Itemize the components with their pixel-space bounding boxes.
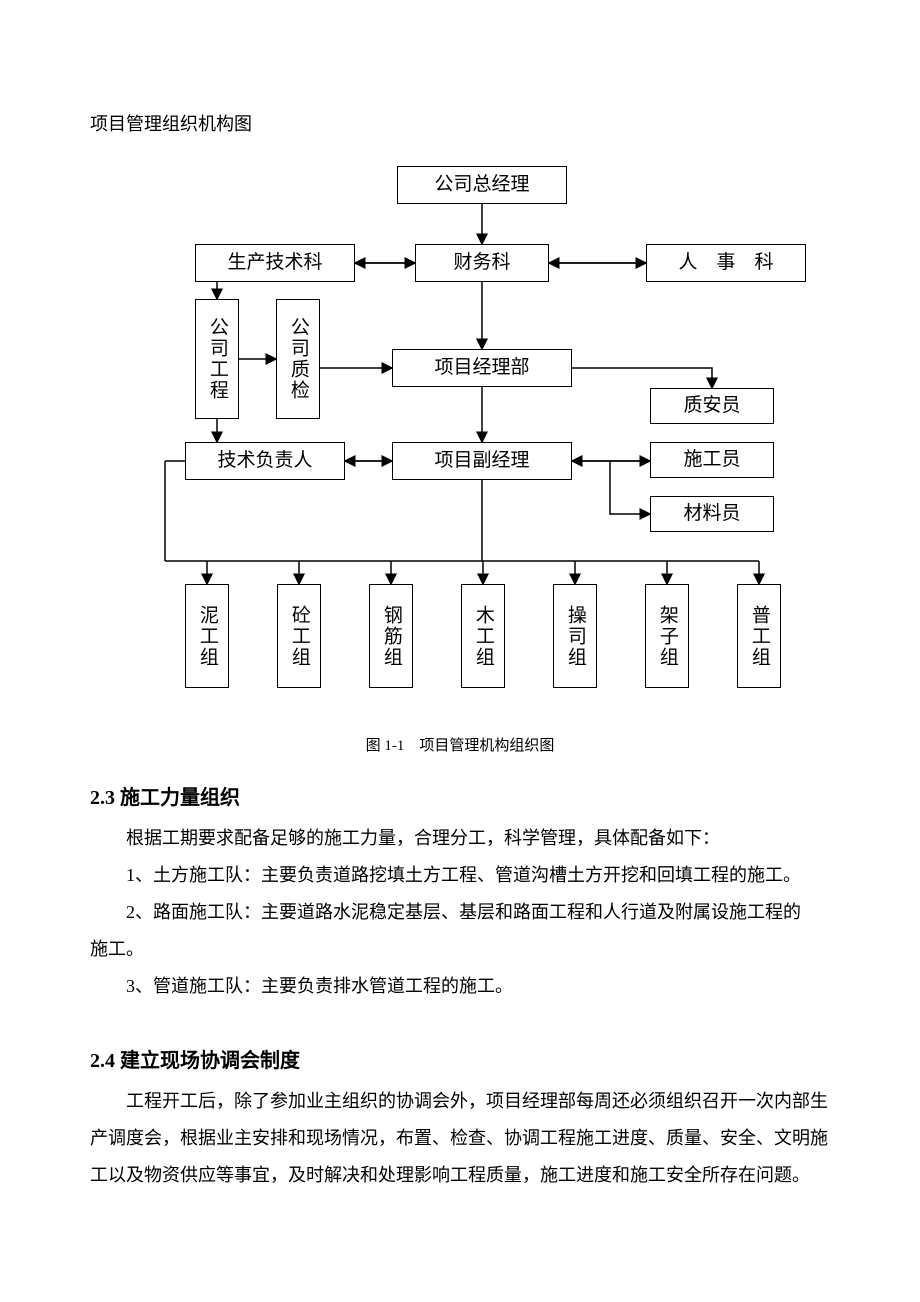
node-qc: 公司质检: [276, 299, 320, 419]
node-builder: 施工员: [650, 442, 774, 478]
node-hr: 人 事 科: [646, 244, 806, 282]
org-chart: 公司总经理 生产技术科 财务科 人 事 科 公司工程 公司质检 项目经理部 质安…: [110, 166, 830, 726]
heading-2-4: 2.4 建立现场协调会制度: [90, 1044, 830, 1073]
node-finance: 财务科: [415, 244, 549, 282]
s23-p1: 根据工期要求配备足够的施工力量，合理分工，科学管理，具体配备如下：: [90, 820, 830, 857]
node-tech-dept: 生产技术科: [195, 244, 355, 282]
node-tech-lead: 技术负责人: [185, 442, 345, 480]
node-g5: 操司组: [553, 584, 597, 688]
s23-p3: 2、路面施工队：主要道路水泥稳定基层、基层和路面工程和人行道及附属设施工程的: [90, 894, 830, 931]
s23-p2: 1、土方施工队：主要负责道路挖填土方工程、管道沟槽土方开挖和回填工程的施工。: [90, 857, 830, 894]
node-g3: 钢筋组: [369, 584, 413, 688]
node-pm-dept: 项目经理部: [392, 349, 572, 387]
node-g7: 普工组: [737, 584, 781, 688]
node-ceo: 公司总经理: [397, 166, 567, 204]
node-vpm: 项目副经理: [392, 442, 572, 480]
node-g1: 泥工组: [185, 584, 229, 688]
node-qs: 质安员: [650, 388, 774, 424]
heading-2-3: 2.3 施工力量组织: [90, 781, 830, 810]
node-material: 材料员: [650, 496, 774, 532]
figure-caption: 图 1-1 项目管理机构组织图: [90, 734, 830, 755]
node-g4: 木工组: [461, 584, 505, 688]
node-g6: 架子组: [645, 584, 689, 688]
node-g2: 砼工组: [277, 584, 321, 688]
node-eng: 公司工程: [195, 299, 239, 419]
chart-title: 项目管理组织机构图: [90, 110, 830, 136]
s23-p3b: 施工。: [90, 931, 830, 968]
s23-p4: 3、管道施工队：主要负责排水管道工程的施工。: [90, 968, 830, 1005]
s24-p1: 工程开工后，除了参加业主组织的协调会外，项目经理部每周还必须组织召开一次内部生产…: [90, 1083, 830, 1194]
